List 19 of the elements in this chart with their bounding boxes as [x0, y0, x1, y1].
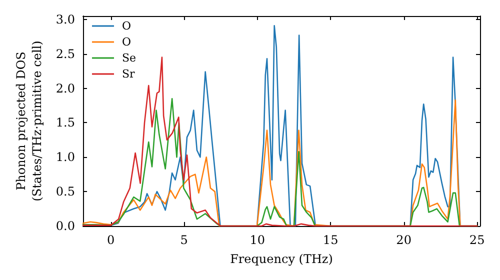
x-tick-label: 0 [107, 233, 115, 247]
x-tick-label: 5 [180, 233, 188, 247]
y-tick-label: 1.5 [56, 116, 75, 130]
y-axis-title: Phonon projected DOS (States/THz·primitive cell) [14, 40, 44, 202]
x-tick-label: 15 [322, 233, 338, 247]
y-tick-label: 2.5 [56, 46, 75, 61]
y-tick-label: 3.0 [56, 12, 75, 26]
x-axis-title: Frequency (THz) [230, 252, 333, 266]
legend-label: Sr [122, 68, 136, 80]
y-tick-label: 0.0 [56, 219, 75, 233]
legend-label: O [122, 20, 132, 32]
x-tick-label: 25 [469, 233, 485, 247]
legend-label: O [122, 36, 132, 48]
y-tick-label: 1.0 [56, 150, 75, 164]
x-tick-label: 10 [250, 233, 265, 247]
y-tick-label: 2.0 [56, 81, 75, 96]
x-tick-label: 20 [396, 233, 412, 247]
y-tick-label: 0.5 [56, 184, 75, 199]
legend-label: Se [122, 52, 136, 64]
